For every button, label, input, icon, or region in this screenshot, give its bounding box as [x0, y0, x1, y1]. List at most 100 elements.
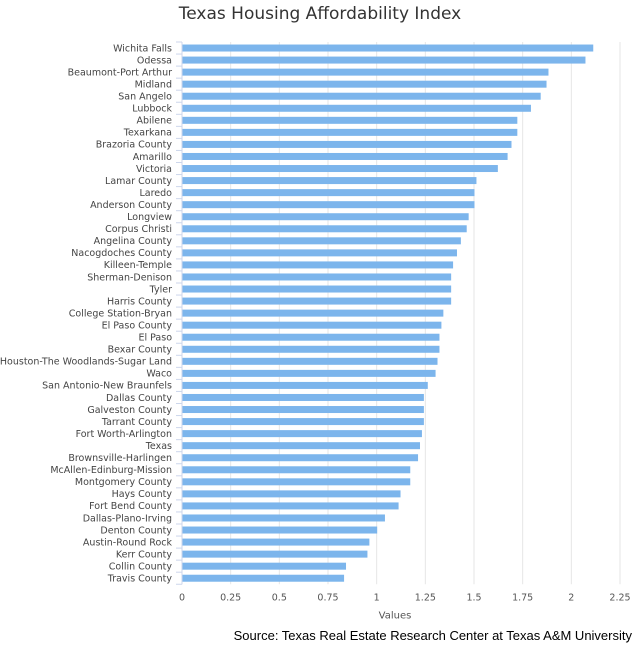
- category-label: Texas: [145, 441, 172, 452]
- bar: [182, 104, 531, 112]
- bar: [182, 514, 385, 522]
- category-label: Tyler: [149, 284, 172, 295]
- category-label: Killeen-Temple: [104, 260, 172, 271]
- source-note: Source: Texas Real Estate Research Cente…: [233, 628, 632, 643]
- category-label: Texarkana: [123, 128, 172, 139]
- x-tick-label: 0.5: [272, 592, 287, 603]
- category-label: El Paso: [138, 333, 172, 344]
- bar: [182, 140, 512, 148]
- category-label: Corpus Christi: [105, 224, 172, 235]
- category-label: Tarrant County: [101, 417, 172, 428]
- bar: [182, 225, 467, 233]
- x-tick-label: 1.25: [415, 592, 436, 603]
- bar: [182, 333, 440, 341]
- category-label: El Paso County: [102, 320, 173, 331]
- bar: [182, 201, 475, 209]
- category-label: Montgomery County: [75, 477, 172, 488]
- bar: [182, 249, 457, 257]
- category-label: San Angelo: [118, 92, 172, 103]
- x-tick-label: 0: [179, 592, 185, 603]
- category-label: Lamar County: [105, 176, 172, 187]
- bar: [182, 297, 452, 305]
- bar: [182, 273, 452, 281]
- category-label: Dallas County: [106, 393, 172, 404]
- bar: [182, 68, 549, 76]
- bar: [182, 80, 547, 88]
- x-tick-label: 0.75: [317, 592, 338, 603]
- x-tick-label: 2: [568, 592, 574, 603]
- x-tick-label: 1.75: [512, 592, 533, 603]
- bar: [182, 92, 541, 100]
- category-label: College Station-Bryan: [69, 308, 172, 319]
- category-label: Abilene: [136, 116, 172, 127]
- bar: [182, 189, 475, 197]
- category-label: Nacogdoches County: [71, 248, 172, 259]
- bar: [182, 44, 594, 52]
- category-label: Dallas-Plano-Irving: [83, 513, 172, 524]
- category-label: Beaumont-Port Arthur: [68, 67, 172, 78]
- bar: [182, 442, 420, 450]
- bar: [182, 574, 345, 582]
- category-label: Harris County: [107, 296, 172, 307]
- category-label: Brazoria County: [96, 140, 173, 151]
- bar: [182, 128, 518, 136]
- bar: [182, 165, 498, 173]
- bar: [182, 526, 378, 534]
- category-label: Fort Bend County: [89, 501, 172, 512]
- x-tick-label: 1: [374, 592, 380, 603]
- bar: [182, 478, 411, 486]
- category-label: Odessa: [137, 55, 172, 66]
- bar: [182, 502, 399, 510]
- bars: [182, 44, 594, 582]
- category-label: McAllen-Edinburg-Mission: [50, 465, 172, 476]
- category-label: Longview: [127, 212, 172, 223]
- bar: [182, 550, 368, 558]
- bar: [182, 177, 477, 185]
- category-label: Brownsville-Harlingen: [68, 453, 172, 464]
- bar: [182, 490, 401, 498]
- category-label: Lubbock: [132, 104, 172, 115]
- category-label: Anderson County: [90, 200, 172, 211]
- x-axis-title: Values: [379, 610, 412, 621]
- category-label: Midland: [135, 79, 172, 90]
- category-label: Waco: [146, 369, 172, 380]
- category-label: Kerr County: [116, 549, 172, 560]
- category-label: Hays County: [112, 489, 173, 500]
- category-label: Angelina County: [94, 236, 173, 247]
- x-tick-label: 2.25: [609, 592, 630, 603]
- bar: [182, 152, 508, 160]
- bar: [182, 357, 438, 365]
- bar: [182, 261, 454, 269]
- bar: [182, 285, 452, 293]
- category-label: Amarillo: [133, 152, 172, 163]
- bar: [182, 406, 424, 414]
- category-label: Houston-The Woodlands-Sugar Land: [0, 357, 172, 368]
- bar: [182, 213, 469, 221]
- bar: [182, 345, 440, 353]
- bar: [182, 418, 424, 426]
- bar: [182, 454, 419, 462]
- bar: [182, 56, 586, 64]
- x-tick-label: 0.25: [220, 592, 241, 603]
- bar: [182, 309, 444, 317]
- bar: [182, 381, 428, 389]
- bar: [182, 369, 436, 377]
- category-label: Fort Worth-Arlington: [76, 429, 172, 440]
- category-label: Austin-Round Rock: [83, 537, 173, 548]
- bar: [182, 116, 518, 124]
- bar: [182, 237, 461, 245]
- category-label: Collin County: [109, 561, 173, 572]
- category-label: Denton County: [100, 525, 172, 536]
- bar: [182, 393, 424, 401]
- category-label: Victoria: [136, 164, 172, 175]
- bar: [182, 430, 422, 438]
- category-label: Bexar County: [108, 345, 173, 356]
- bar: [182, 466, 411, 474]
- x-tick-labels: 0 0.25 0.5 0.75 1 1.25 1.5 1.75 2 2.25: [179, 592, 631, 603]
- category-label: San Antonio-New Braunfels: [42, 381, 172, 392]
- chart-title: Texas Housing Affordability Index: [178, 4, 462, 24]
- category-label: Wichita Falls: [113, 43, 172, 54]
- x-tick-label: 1.5: [466, 592, 481, 603]
